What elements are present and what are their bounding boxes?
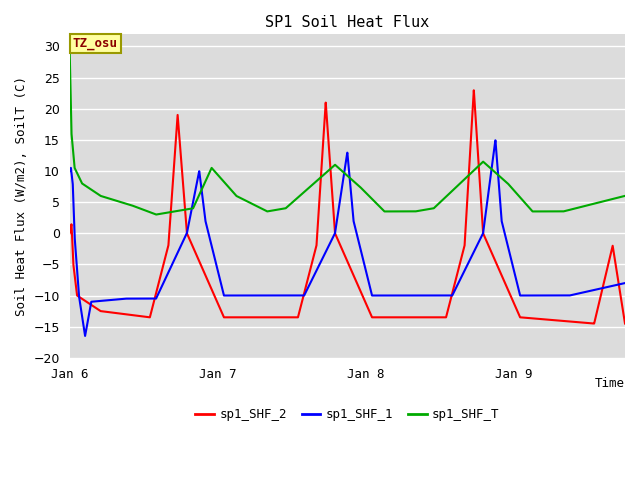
sp1_SHF_T <box>427 206 435 212</box>
sp1_SHF_2 <box>66 230 74 236</box>
sp1_SHF_2 <box>480 233 488 239</box>
sp1_SHF_T <box>522 202 530 207</box>
sp1_SHF_2 <box>470 87 477 93</box>
sp1_SHF_2 <box>399 314 406 320</box>
Text: Time: Time <box>595 377 625 390</box>
sp1_SHF_1 <box>81 333 89 339</box>
sp1_SHF_2 <box>278 314 285 320</box>
Line: sp1_SHF_1: sp1_SHF_1 <box>70 140 625 336</box>
sp1_SHF_1 <box>399 293 406 299</box>
sp1_SHF_T <box>152 212 160 217</box>
sp1_SHF_T <box>167 209 175 215</box>
sp1_SHF_1 <box>66 168 74 174</box>
sp1_SHF_T <box>66 47 74 52</box>
sp1_SHF_1 <box>427 293 435 299</box>
sp1_SHF_1 <box>621 280 629 286</box>
Legend: sp1_SHF_2, sp1_SHF_1, sp1_SHF_T: sp1_SHF_2, sp1_SHF_1, sp1_SHF_T <box>191 403 504 426</box>
sp1_SHF_2 <box>522 315 530 321</box>
sp1_SHF_1 <box>167 265 175 271</box>
sp1_SHF_1 <box>523 293 531 299</box>
sp1_SHF_T <box>399 209 406 215</box>
Line: sp1_SHF_2: sp1_SHF_2 <box>70 90 625 324</box>
Line: sp1_SHF_T: sp1_SHF_T <box>70 49 625 215</box>
sp1_SHF_T <box>621 193 629 199</box>
sp1_SHF_2 <box>166 213 174 218</box>
sp1_SHF_1 <box>492 137 499 143</box>
sp1_SHF_T <box>480 160 488 166</box>
sp1_SHF_1 <box>278 293 286 299</box>
Title: SP1 Soil Heat Flux: SP1 Soil Heat Flux <box>265 15 429 30</box>
Text: TZ_osu: TZ_osu <box>73 36 118 50</box>
Y-axis label: Soil Heat Flux (W/m2), SoilT (C): Soil Heat Flux (W/m2), SoilT (C) <box>15 76 28 316</box>
sp1_SHF_T <box>278 206 286 212</box>
sp1_SHF_2 <box>621 321 629 326</box>
sp1_SHF_1 <box>480 222 488 228</box>
sp1_SHF_2 <box>427 314 435 320</box>
